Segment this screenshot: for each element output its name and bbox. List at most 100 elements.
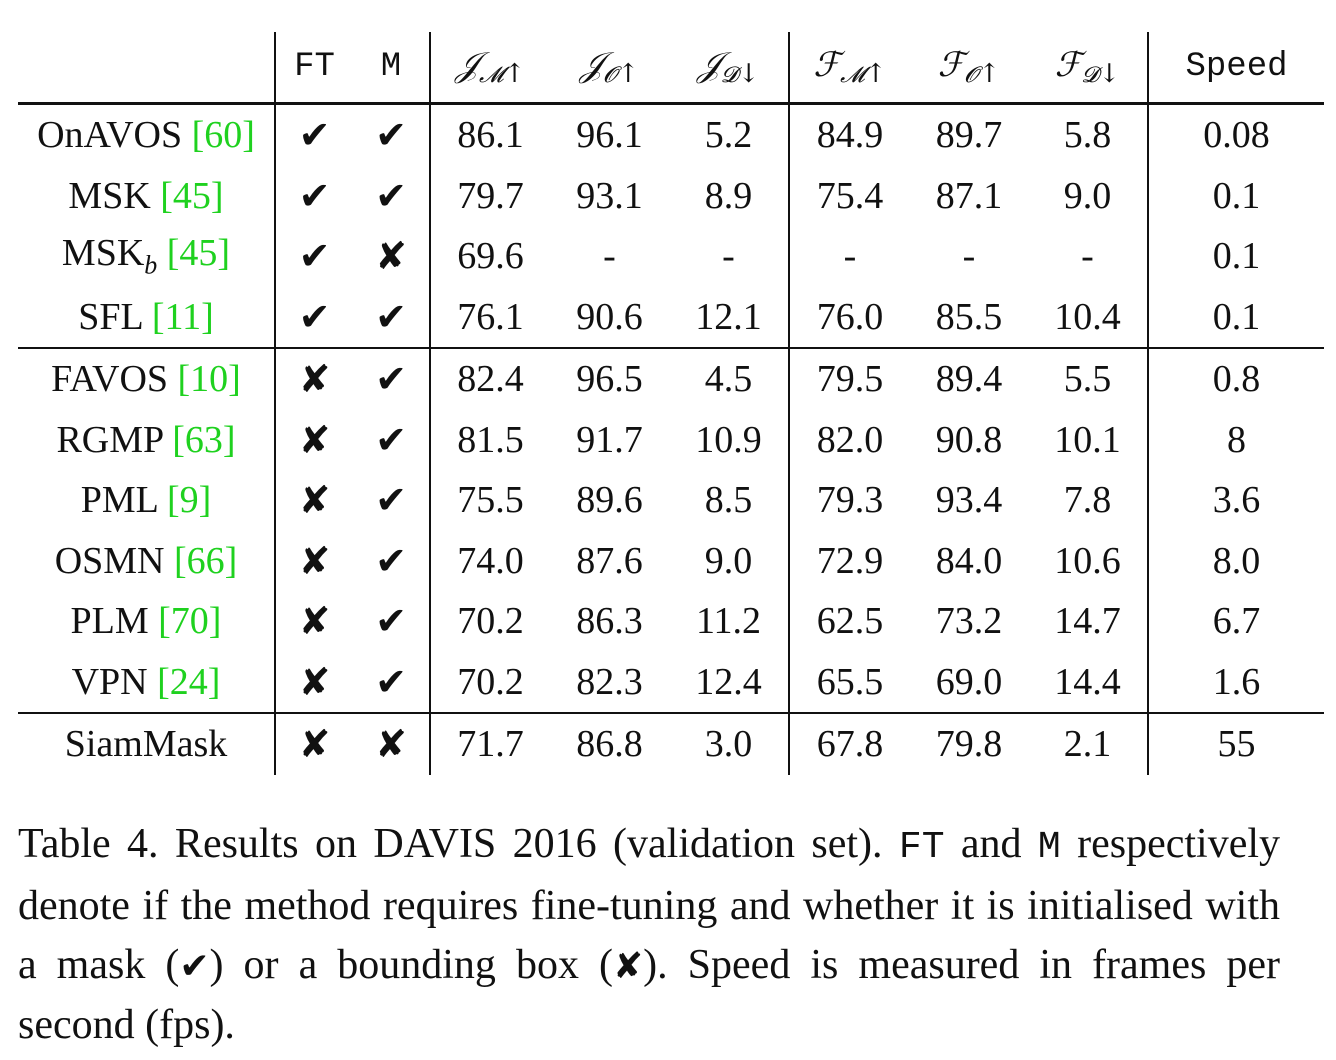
method-name: FAVOS xyxy=(51,358,169,401)
m-mark: ✘ xyxy=(353,713,431,775)
method-cell: OnAVOS [60] xyxy=(18,103,276,166)
table-row: MSKb [45] ✔ ✘ 69.6 - - - - - 0.1 xyxy=(18,226,1324,287)
j-o-value: 93.1 xyxy=(576,174,643,217)
f-m-value: 82.0 xyxy=(816,418,884,461)
caption-m-code: M xyxy=(1037,826,1061,869)
metric-letter: ℱ xyxy=(1054,45,1082,85)
method-name: MSKb xyxy=(62,232,157,280)
table-row: OnAVOS [60] ✔ ✔ 86.1 96.1 5.2 84.9 89.7 … xyxy=(18,103,1324,166)
citation-link[interactable]: [24] xyxy=(157,660,221,703)
metric-sub: 𝓞 xyxy=(964,63,979,88)
j-o-value: 86.3 xyxy=(576,600,643,643)
j-m-value: 70.2 xyxy=(430,651,550,714)
f-d-value: 5.8 xyxy=(1028,103,1149,166)
metric-sub: 𝓜 xyxy=(479,63,504,88)
metric-letter: 𝒥 xyxy=(579,45,604,85)
m-mark: ✔ xyxy=(353,651,431,714)
f-d-value: - xyxy=(1028,226,1149,287)
f-o-value: 89.4 xyxy=(935,358,1003,401)
citation-link[interactable]: [63] xyxy=(172,418,236,461)
header-j-o: 𝒥𝓞↑ xyxy=(550,32,669,105)
metric-sub: 𝓓 xyxy=(720,63,738,88)
j-o-value: 87.6 xyxy=(576,539,643,582)
f-o-value: - xyxy=(962,235,976,278)
f-o-value: 79.8 xyxy=(935,723,1003,766)
citation-link[interactable]: [66] xyxy=(174,539,238,582)
f-m-value: 67.8 xyxy=(816,723,884,766)
citation-link[interactable]: [11] xyxy=(151,295,214,338)
results-table: FT M 𝒥𝓜↑ 𝒥𝓞↑ 𝒥𝓓↓ ℱ𝓜↑ ℱ𝓞↑ ℱ𝓓↓ Speed OnAVO… xyxy=(18,32,1324,775)
j-o-value: 86.8 xyxy=(576,723,643,766)
method-name: RGMP xyxy=(56,418,163,461)
header-f-o: ℱ𝓞↑ xyxy=(910,32,1028,105)
citation-link[interactable]: [10] xyxy=(177,358,241,401)
m-mark: ✔ xyxy=(353,591,431,652)
table-caption: Table 4. Results on DAVIS 2016 (validati… xyxy=(18,815,1280,1055)
ft-mark: ✘ xyxy=(298,538,331,583)
method-cell: SFL [11] xyxy=(18,286,276,349)
f-o-value: 73.2 xyxy=(935,600,1003,643)
m-mark: ✘ xyxy=(353,226,431,287)
speed-value: 8.0 xyxy=(1212,539,1261,582)
j-d-value: 9.0 xyxy=(669,530,790,591)
method-cell: PML [9] xyxy=(18,470,276,531)
metric-sub: 𝓜 xyxy=(840,63,865,88)
f-o-value: 69.0 xyxy=(910,651,1028,714)
f-m-value: 84.9 xyxy=(816,114,884,157)
m-mark: ✔ xyxy=(353,470,431,531)
j-m-value: 74.0 xyxy=(457,539,524,582)
ft-mark: ✘ xyxy=(298,722,331,767)
method-name: OSMN xyxy=(54,539,165,582)
ft-mark: ✘ xyxy=(298,357,331,402)
citation-link[interactable]: [9] xyxy=(166,479,212,522)
method-name: PML xyxy=(80,479,158,522)
j-m-value: 71.7 xyxy=(457,723,524,766)
method-cell: MSK [45] xyxy=(18,165,276,226)
method-cell: PLM [70] xyxy=(18,591,276,652)
header-m: M xyxy=(353,32,431,105)
j-m-value: 82.4 xyxy=(457,358,524,401)
ft-mark: ✘ xyxy=(298,599,331,644)
m-mark: ✔ xyxy=(353,165,431,226)
header-f-d: ℱ𝓓↓ xyxy=(1028,32,1149,105)
table-row: PML [9] ✘ ✔ 75.5 89.6 8.5 79.3 93.4 7.8 … xyxy=(18,470,1324,531)
caption-text: ) or a bounding box ( xyxy=(209,942,613,988)
method-name: VPN xyxy=(71,660,148,703)
f-m-value: 79.3 xyxy=(816,479,884,522)
j-d-value: 11.2 xyxy=(669,591,790,652)
f-o-value: 84.0 xyxy=(935,539,1003,582)
ft-mark: ✘ xyxy=(275,651,353,714)
j-d-value: 8.5 xyxy=(669,470,790,531)
j-o-value: 96.5 xyxy=(576,358,643,401)
f-o-value: 89.7 xyxy=(935,114,1003,157)
down-arrow-icon: ↓ xyxy=(737,59,760,89)
metric-letter: ℱ xyxy=(937,45,965,85)
f-o-value: 90.8 xyxy=(935,418,1003,461)
caption-text: respectively denote if the method requir… xyxy=(18,821,1280,988)
j-d-value: 4.5 xyxy=(669,348,790,410)
f-m-value: 75.4 xyxy=(816,174,884,217)
header-speed: Speed xyxy=(1148,32,1324,105)
table-row: FAVOS [10] ✘ ✔ 82.4 96.5 4.5 79.5 89.4 5… xyxy=(18,348,1324,410)
metric-letter: 𝒥 xyxy=(697,45,721,85)
up-arrow-icon: ↑ xyxy=(617,59,640,89)
up-arrow-icon: ↑ xyxy=(978,59,1001,89)
method-cell: FAVOS [10] xyxy=(18,348,276,410)
header-ft: FT xyxy=(275,32,353,105)
speed-value: 0.08 xyxy=(1203,114,1270,157)
f-d-value: 7.8 xyxy=(1028,470,1149,531)
ft-mark: ✔ xyxy=(298,173,331,218)
method-name: PLM xyxy=(70,600,149,643)
speed-value: 3.6 xyxy=(1212,479,1261,522)
citation-link[interactable]: [45] xyxy=(160,174,224,217)
header-f-m: ℱ𝓜↑ xyxy=(789,32,910,105)
speed-value: 55 xyxy=(1217,723,1256,766)
caption-text: ). Speed is measured in frames per secon… xyxy=(18,942,1280,1048)
method-name-subscript: b xyxy=(144,251,158,281)
citation-link[interactable]: [60] xyxy=(191,114,255,157)
cross-mark-icon: ✘ xyxy=(612,946,644,987)
citation-link[interactable]: [70] xyxy=(158,600,222,643)
citation-link[interactable]: [45] xyxy=(166,232,231,275)
speed-value: 0.8 xyxy=(1212,358,1261,401)
metric-letter: 𝒥 xyxy=(455,45,480,85)
